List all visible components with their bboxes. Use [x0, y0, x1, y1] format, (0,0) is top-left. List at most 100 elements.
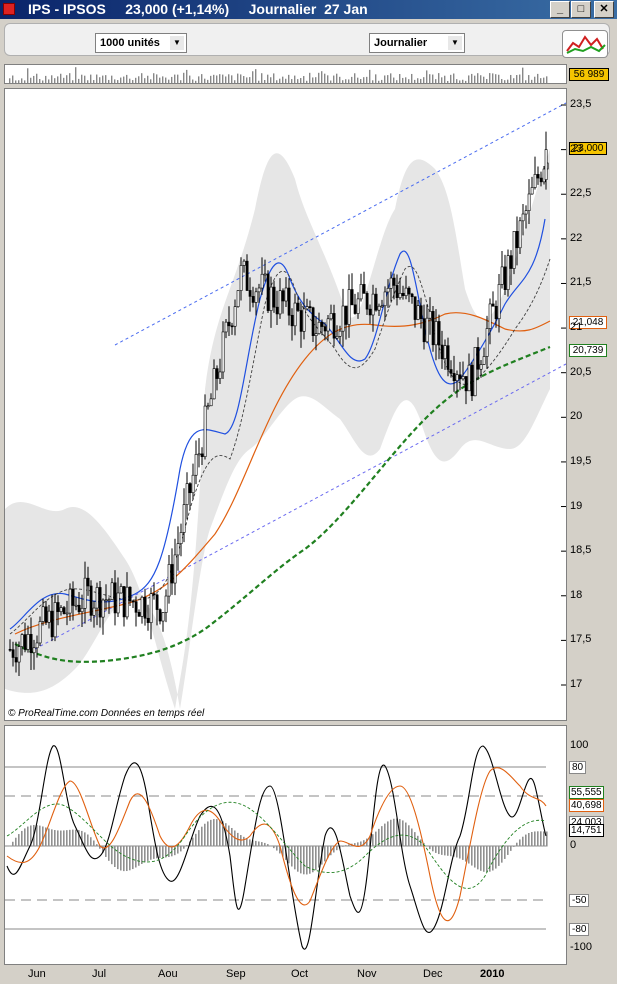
histogram-bar: [522, 836, 524, 847]
oscillator-tick-label: 100: [570, 739, 589, 751]
volume-bar: [81, 74, 83, 83]
volume-bar: [294, 75, 296, 83]
volume-bar: [381, 79, 383, 83]
candle-body: [83, 577, 87, 609]
oscillator-chart[interactable]: [5, 726, 566, 964]
candle-body: [272, 286, 276, 308]
close-button[interactable]: ✕: [594, 1, 614, 18]
histogram-bar: [201, 826, 203, 847]
histogram-bar: [84, 832, 86, 847]
volume-bar: [156, 74, 158, 83]
volume-bar: [522, 67, 524, 83]
candle-body: [335, 335, 339, 339]
chevron-down-icon: ▼: [170, 36, 184, 50]
volume-bar: [153, 73, 155, 83]
long-ma-label: 20,739: [569, 344, 607, 357]
volume-bar: [63, 77, 65, 83]
volume-bar: [441, 77, 443, 83]
histogram-bar: [342, 846, 344, 847]
histogram-bar: [384, 823, 386, 847]
candle-body: [503, 266, 507, 290]
candle-body: [245, 260, 249, 291]
histogram-bar: [264, 842, 266, 847]
candle-body: [470, 364, 474, 397]
x-axis-label: Aou: [158, 968, 178, 980]
level-label: 80: [569, 761, 587, 774]
histogram-bar: [258, 841, 260, 847]
candlesticks: [8, 131, 549, 676]
candle-body: [332, 313, 336, 339]
candle-body: [452, 373, 456, 382]
histogram-bar: [426, 846, 428, 847]
histogram-bar: [48, 828, 50, 847]
volume-bar: [342, 80, 344, 83]
histogram-bar: [102, 846, 104, 853]
histogram-bar: [507, 846, 509, 855]
chart-type-icon: [566, 35, 606, 54]
volume-bar: [222, 74, 224, 83]
histogram-bar: [57, 830, 59, 847]
candle-body: [329, 313, 333, 320]
minimize-button[interactable]: _: [550, 1, 570, 18]
volume-bar: [207, 79, 209, 83]
histogram-bar: [456, 846, 458, 858]
volume-bar: [399, 74, 401, 83]
candle-body: [392, 277, 396, 286]
price-tick-label: 23,5: [570, 98, 592, 110]
level-label: -50: [569, 894, 590, 907]
upper-channel-line: [114, 102, 566, 346]
histogram-bar: [459, 846, 461, 859]
volume-bar: [24, 80, 26, 83]
histogram-bar: [12, 841, 14, 847]
candle-body: [191, 474, 195, 494]
histogram-bar: [198, 830, 200, 847]
volume-bar: [183, 72, 185, 83]
candle-body: [404, 287, 408, 296]
histogram-bar: [441, 846, 443, 855]
units-select[interactable]: 1000 unités ▼: [95, 33, 187, 53]
volume-bar: [30, 77, 32, 83]
candle-body: [23, 634, 27, 650]
candle-body: [401, 292, 405, 296]
volume-bar: [531, 79, 533, 83]
histogram-bar: [75, 829, 77, 847]
volume-bar: [339, 76, 341, 83]
volume-bar: [429, 74, 431, 83]
histogram-bar: [366, 838, 368, 847]
price-chart[interactable]: © ProRealTime.com Données en temps réel: [5, 89, 566, 720]
histogram-bar: [288, 846, 290, 864]
histogram-bar: [270, 845, 272, 847]
candle-body: [26, 634, 30, 650]
histogram-bar: [540, 831, 542, 847]
price-tick-label: 22: [570, 231, 583, 244]
oscillator-histogram: [9, 818, 548, 875]
oscillator-panel[interactable]: [4, 725, 567, 965]
candle-body: [77, 604, 81, 613]
histogram-bar: [153, 846, 155, 859]
volume-bar: [519, 74, 521, 83]
maximize-button[interactable]: □: [571, 1, 591, 18]
histogram-bar: [99, 846, 101, 849]
volume-bar: [507, 79, 509, 83]
candle-body: [500, 266, 504, 285]
volume-bar: [537, 73, 539, 83]
volume-bar: [465, 80, 467, 83]
histogram-bar: [69, 829, 71, 847]
chart-type-button[interactable]: [562, 30, 608, 58]
volume-bar: [504, 80, 506, 83]
histogram-bar: [465, 846, 467, 862]
volume-bar: [177, 74, 179, 83]
period-select[interactable]: Journalier ▼: [369, 33, 465, 53]
window-title: IPS - IPSOS 23,000 (+1,14%) Journalier 2…: [28, 1, 368, 17]
histogram-bar: [72, 829, 74, 847]
histogram-bar: [78, 830, 80, 847]
volume-bar: [534, 76, 536, 83]
volume-bar: [192, 79, 194, 83]
volume-bar: [108, 79, 110, 83]
candle-body: [365, 293, 369, 310]
histogram-bar: [453, 846, 455, 857]
price-chart-panel[interactable]: © ProRealTime.com Données en temps réel: [4, 88, 567, 721]
histogram-bar: [213, 819, 215, 847]
volume-bar: [228, 74, 230, 83]
candle-body: [515, 231, 519, 249]
